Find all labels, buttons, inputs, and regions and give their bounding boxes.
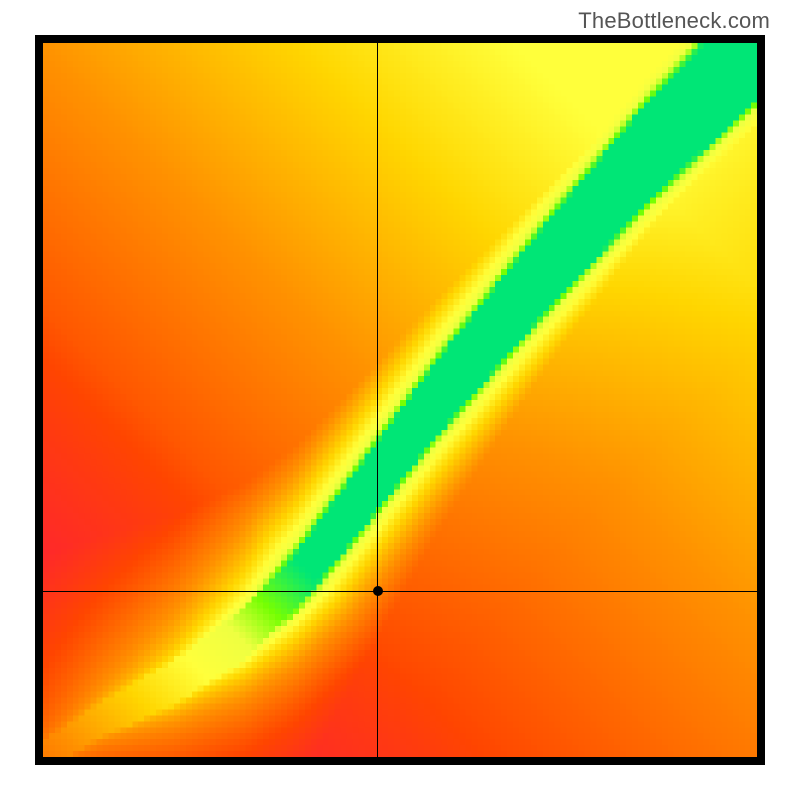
crosshair-horizontal <box>43 591 757 592</box>
crosshair-vertical <box>377 43 378 757</box>
chart-container: TheBottleneck.com <box>0 0 800 800</box>
heatmap-plot <box>43 43 757 757</box>
heatmap-canvas <box>43 43 757 757</box>
watermark-text: TheBottleneck.com <box>578 8 770 34</box>
